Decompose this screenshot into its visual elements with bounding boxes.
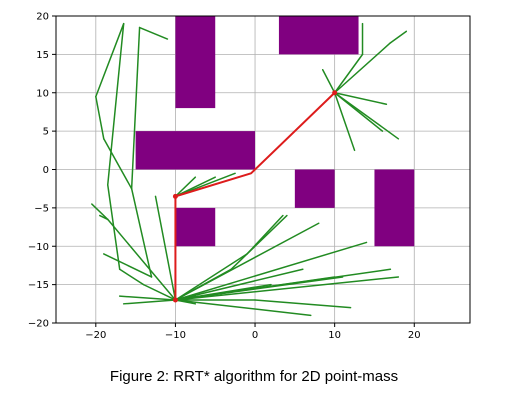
tree-edge (130, 26, 141, 190)
tree-edge (174, 241, 368, 301)
tree-edge (321, 68, 336, 94)
tree-edge (118, 295, 177, 301)
tree-edge (174, 176, 197, 198)
tree-edge (333, 42, 392, 94)
tree-edge (174, 176, 216, 198)
figure-caption: Figure 2: RRT* algorithm for 2D point-ma… (109, 368, 399, 385)
axis-ticks: −20 −10 0 10 20 20 15 10 5 0 −5 −10 −15 −20 (28, 12, 421, 342)
x-tick-label: 0 (252, 330, 258, 341)
tree-edge (122, 299, 177, 305)
tree-edge (174, 222, 320, 301)
tree-edge (333, 92, 388, 106)
y-tick-label: −15 (28, 280, 49, 291)
x-tick-label: 20 (408, 330, 421, 341)
tree-edge (333, 53, 364, 94)
tree-edge (174, 276, 336, 301)
y-tick-label: 5 (43, 127, 49, 138)
tree-edge (154, 195, 177, 301)
obstacle-rect (374, 169, 415, 247)
tree-edge (230, 214, 288, 271)
y-tick-label: −5 (34, 203, 49, 214)
x-tick-label: −10 (165, 330, 186, 341)
obstacle-rect (175, 207, 216, 247)
x-tick-label: −20 (85, 330, 106, 341)
y-tick-label: 15 (36, 50, 49, 61)
obstacle-rect (175, 16, 216, 109)
tree-edge (333, 92, 356, 152)
tree-edge (118, 268, 145, 286)
tree-edge (333, 92, 400, 140)
tree-edge (174, 253, 248, 301)
tree-edge (91, 203, 109, 221)
obstacle-rect (294, 169, 335, 208)
y-tick-label: 0 (43, 165, 49, 176)
solution-path (174, 92, 336, 300)
tree-edge (130, 187, 153, 278)
obstacle-rect (278, 16, 359, 55)
tree-edge (246, 214, 284, 255)
tree-edge (103, 138, 133, 190)
x-tick-label: 10 (328, 330, 341, 341)
path-node (172, 297, 178, 303)
obstacles (135, 16, 415, 247)
tree-edge (99, 214, 109, 221)
tree-edge (107, 22, 125, 186)
path-node (172, 193, 178, 199)
obstacle-rect (135, 131, 256, 170)
tree-edge (142, 283, 177, 301)
y-tick-label: 20 (36, 12, 49, 23)
tree-edge (95, 95, 105, 140)
tree-edge (95, 22, 125, 98)
tree-edge (174, 276, 400, 301)
path-node (332, 90, 338, 96)
y-tick-label: −10 (28, 242, 49, 253)
tree-edge (254, 299, 352, 309)
tree-edge (174, 268, 304, 301)
tree-edge (138, 26, 169, 40)
y-tick-label: 10 (36, 88, 49, 99)
tree-edge (174, 299, 312, 317)
tree-edge (389, 30, 408, 44)
y-tick-label: −20 (28, 319, 49, 330)
tree-edge (107, 218, 177, 301)
tree-edge (103, 253, 153, 278)
rrt-tree (91, 22, 408, 317)
path-nodes (172, 90, 338, 303)
solution-path-line (174, 92, 336, 300)
